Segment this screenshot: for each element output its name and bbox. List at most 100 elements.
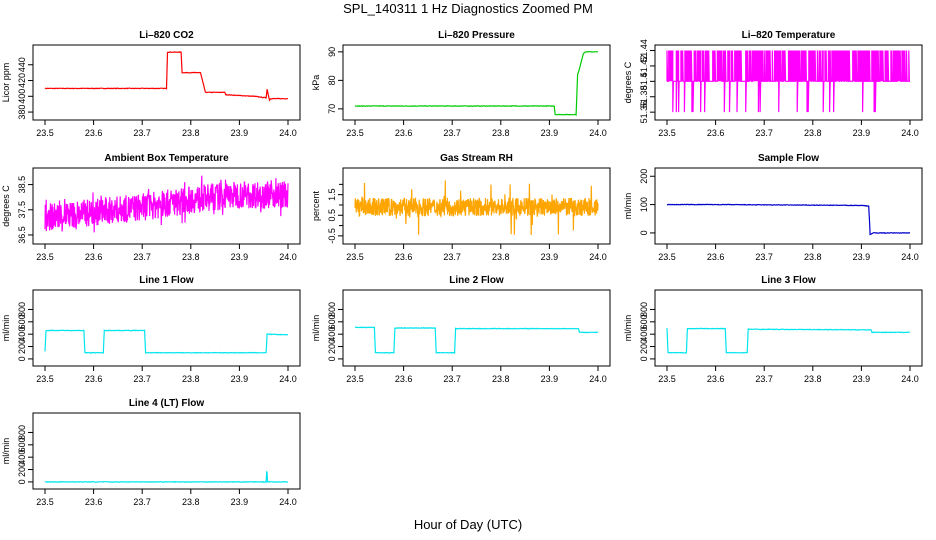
panel-1-xtick-label: 23.6 [85, 128, 103, 138]
panel-3-frame [654, 44, 923, 121]
panel-1-xtick-label: 23.9 [231, 128, 249, 138]
panel-4-series-line [44, 175, 289, 233]
panel-6-ytick-label: 100 [639, 197, 649, 212]
panel-2-xtick-label: 23.9 [541, 128, 559, 138]
panel-7-ylabel: ml/min [1, 315, 11, 342]
panel-8-xtick-label: 24.0 [589, 374, 607, 384]
panel-5-frame [342, 167, 611, 245]
panel-5-xtick-label: 23.8 [492, 252, 510, 262]
panel-9-plot-area [666, 327, 911, 354]
panel-4-ytick-label: 38.5 [17, 176, 27, 194]
panel-6-plot-area [667, 203, 910, 236]
panel-4-xtick-label: 23.6 [85, 252, 103, 262]
panel-1-xtick-label: 23.8 [182, 128, 200, 138]
panel-6-xtick-label: 23.8 [804, 252, 822, 262]
panel-9-xtick-label: 23.6 [707, 374, 725, 384]
panel-10-plot-area [44, 470, 289, 484]
panel-1-plot-area [44, 51, 288, 102]
panel-7-ytick-label: 800 [17, 302, 27, 317]
panel-9-series-line [666, 327, 911, 354]
panel-4-xtick-label: 23.9 [231, 252, 249, 262]
panel-10-frame [32, 412, 301, 490]
panel-2-xtick-label: 23.8 [492, 128, 510, 138]
panel-8-xtick-label: 23.7 [443, 374, 461, 384]
panel-4-ytick-label: 37.5 [17, 201, 27, 219]
panel-8-title: Line 2 Flow [449, 275, 504, 286]
panel-2-frame [342, 44, 611, 121]
panel-2-ytick-label: 70 [327, 104, 337, 114]
panel-3-xtick-label: 24.0 [901, 128, 919, 138]
panel-2-title: Li–820 Pressure [438, 30, 515, 41]
panel-3-xtick-label: 23.7 [755, 128, 773, 138]
panel-5-xtick-label: 24.0 [589, 252, 607, 262]
panel-7-group [28, 289, 301, 371]
panel-10-ytick-label: 600 [17, 437, 27, 452]
panel-9-xtick-label: 23.7 [755, 374, 773, 384]
panel-6-ytick-label: 200 [639, 169, 649, 184]
panel-6-group [650, 167, 923, 249]
panel-1-ylabel: Licor ppm [1, 63, 11, 103]
panel-5-ytick-label: -0.5 [327, 228, 337, 244]
panel-7-series-line [44, 329, 289, 354]
panel-7-title: Line 1 Flow [139, 275, 194, 286]
panel-9-group [650, 289, 923, 371]
panel-10-ytick-label: 800 [17, 425, 27, 440]
panel-8-ytick-label: 600 [327, 314, 337, 329]
panel-9-xtick-label: 23.5 [658, 374, 676, 384]
panel-6-xtick-label: 23.6 [707, 252, 725, 262]
panel-5-ytick-label: 1.5 [327, 188, 337, 201]
panel-7-plot-area [44, 329, 289, 354]
panel-7-xtick-label: 23.9 [231, 374, 249, 384]
panel-10-xtick-label: 23.5 [36, 497, 54, 507]
panel-5-group [338, 167, 611, 249]
panel-7-xtick-label: 23.5 [36, 374, 54, 384]
panel-6-xtick-label: 24.0 [901, 252, 919, 262]
panel-1-xtick-label: 23.5 [36, 128, 54, 138]
figure-title: SPL_140311 1 Hz Diagnostics Zoomed PM [343, 1, 593, 16]
panel-8-xtick-label: 23.8 [492, 374, 510, 384]
panel-8-xtick-label: 23.5 [346, 374, 364, 384]
panel-2-ytick-label: 80 [327, 75, 337, 85]
panel-2-xtick-label: 23.7 [443, 128, 461, 138]
panel-4-plot-area [44, 175, 289, 233]
panel-7-xtick-label: 23.6 [85, 374, 103, 384]
panel-1-ytick-label: 400 [17, 89, 27, 104]
panel-6-ylabel: ml/min [623, 193, 633, 220]
panel-3-group [650, 44, 923, 125]
panel-10-ytick-label: 0 [17, 479, 27, 484]
panel-1-xtick-label: 23.7 [133, 128, 151, 138]
panel-2-ylabel: kPa [311, 75, 321, 91]
panel-3-ytick-label: 51.38 [639, 85, 649, 108]
panel-9-ytick-label: 600 [639, 314, 649, 329]
panel-3-xtick-label: 23.5 [658, 128, 676, 138]
panel-3-ytick-label: 51.4 [639, 73, 649, 91]
panel-1-frame [32, 44, 301, 121]
panel-8-xtick-label: 23.9 [541, 374, 559, 384]
panel-9-ytick-label: 800 [639, 302, 649, 317]
panel-3-xtick-label: 23.9 [853, 128, 871, 138]
panel-2-series-line [354, 50, 599, 117]
panel-7-xtick-label: 24.0 [279, 374, 297, 384]
panel-5-xtick-label: 23.9 [541, 252, 559, 262]
panel-3-ylabel: degrees C [623, 61, 633, 103]
panel-3-series-line [666, 50, 910, 113]
panel-3-xtick-label: 23.8 [804, 128, 822, 138]
panel-8-xtick-label: 23.6 [395, 374, 413, 384]
x-axis-common-label: Hour of Day (UTC) [413, 517, 523, 532]
panel-8-ytick-label: 0 [327, 356, 337, 361]
panel-8-frame [342, 289, 611, 367]
panel-5-plot-area [354, 180, 599, 236]
panel-1-ytick-label: 420 [17, 73, 27, 88]
panel-10-xtick-label: 23.7 [133, 497, 151, 507]
panel-4-xtick-label: 23.8 [182, 252, 200, 262]
panel-2-xtick-label: 24.0 [589, 128, 607, 138]
panel-9-title: Line 3 Flow [761, 275, 816, 286]
panel-9-frame [654, 289, 923, 367]
panel-7-xtick-label: 23.8 [182, 374, 200, 384]
panel-10-xtick-label: 23.9 [231, 497, 249, 507]
panel-1-group [28, 44, 301, 125]
panel-6-series-line [667, 203, 910, 236]
panel-5-title: Gas Stream RH [440, 153, 513, 164]
panel-3-ytick-label: 51.36 [639, 101, 649, 124]
